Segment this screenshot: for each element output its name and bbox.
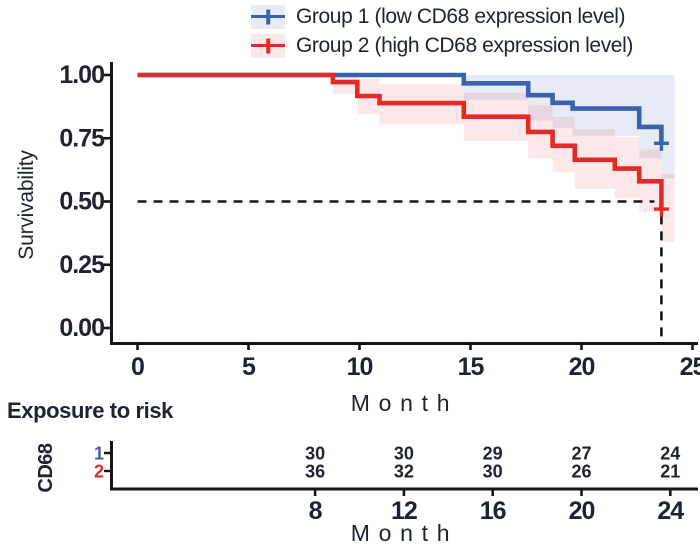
risk-count: 29 — [483, 444, 503, 464]
y-tick-label: 1.00 — [59, 61, 104, 89]
legend-label-group1: Group 1 (low CD68 expression level) — [296, 4, 626, 28]
risk-count: 21 — [660, 462, 680, 482]
x-tick-label: 15 — [458, 353, 485, 381]
risk-count: 36 — [305, 462, 325, 482]
risk-x-tick-label: 8 — [309, 497, 323, 525]
risk-x-axis-title: Month — [350, 520, 459, 546]
risk-count: 26 — [571, 462, 591, 482]
y-tick-label: 0.50 — [59, 188, 104, 216]
risk-row-label-1: 1 — [94, 444, 104, 464]
risk-count: 27 — [571, 444, 591, 464]
risk-count: 24 — [660, 444, 680, 464]
y-tick-label: 0.75 — [59, 124, 105, 152]
group1-line-marker-icon — [251, 4, 285, 29]
x-tick-label: 10 — [347, 353, 373, 381]
risk-x-tick-label: 16 — [480, 497, 506, 525]
risk-count: 32 — [394, 462, 414, 482]
legend-label-group2: Group 2 (high CD68 expression level) — [296, 33, 633, 57]
risk-x-tick-label: 12 — [391, 497, 417, 525]
ci-band-group2 — [332, 75, 675, 242]
risk-row-label-2: 2 — [94, 462, 104, 482]
legend-item-group2: Group 2 (high CD68 expression level) — [251, 31, 633, 60]
x-tick-label: 25 — [680, 353, 700, 381]
risk-count: 30 — [394, 444, 414, 464]
risk-x-tick-label: 24 — [657, 497, 684, 525]
x-tick-label: 0 — [131, 353, 144, 381]
x-axis-title: Month — [350, 390, 459, 416]
risk-group-axis-label: CD68 — [34, 443, 57, 493]
km-curve-group2 — [137, 72, 664, 210]
legend-item-group1: Group 1 (low CD68 expression level) — [251, 2, 633, 31]
y-tick-label: 0.25 — [59, 251, 105, 279]
x-tick-label: 20 — [569, 353, 595, 381]
risk-x-tick-label: 20 — [569, 497, 595, 525]
y-axis-title: Survivability — [15, 150, 38, 260]
risk-table-title: Exposure to risk — [7, 398, 173, 423]
x-tick-label: 5 — [242, 353, 256, 381]
risk-count: 30 — [483, 462, 503, 482]
y-tick-label: 0.00 — [59, 314, 104, 342]
group2-line-marker-icon — [251, 33, 285, 58]
ci-band-group1 — [463, 75, 675, 179]
risk-count: 30 — [305, 444, 325, 464]
km-curve-group1 — [137, 72, 664, 144]
legend: Group 1 (low CD68 expression level) Grou… — [251, 2, 633, 60]
